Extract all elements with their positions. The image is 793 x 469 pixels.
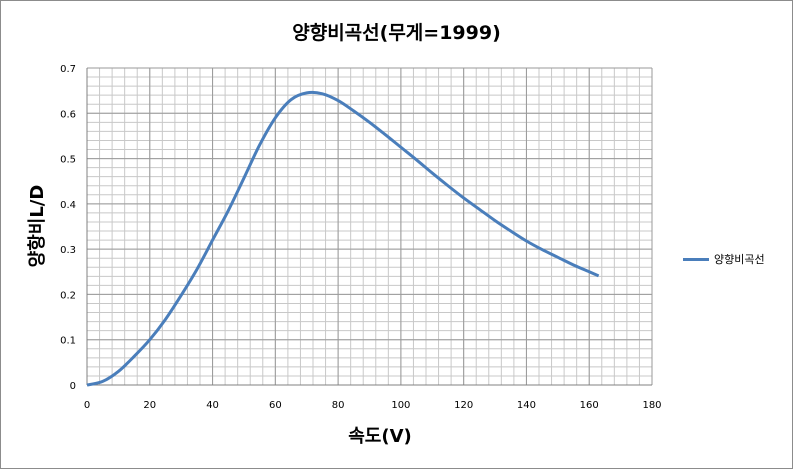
y-tick-label: 0.2 xyxy=(60,290,76,301)
x-tick-label: 0 xyxy=(84,400,90,411)
y-tick-label: 0 xyxy=(70,381,76,392)
x-tick-label: 160 xyxy=(580,400,599,411)
x-tick-label: 80 xyxy=(332,400,345,411)
y-axis-label: 양항비L/D xyxy=(27,184,48,268)
x-tick-label: 120 xyxy=(454,400,473,411)
legend-label: 양향비곡선 xyxy=(714,253,765,266)
x-tick-label: 20 xyxy=(143,400,156,411)
x-tick-label: 60 xyxy=(269,400,282,411)
y-tick-label: 0.6 xyxy=(60,109,76,120)
y-tick-label: 0.7 xyxy=(60,64,76,75)
chart-title: 양향비곡선(무게=1999) xyxy=(292,22,501,44)
x-axis-label: 속도(V) xyxy=(348,426,412,447)
series-line xyxy=(86,90,600,387)
x-tick-label: 140 xyxy=(517,400,536,411)
x-tick-label: 180 xyxy=(642,400,661,411)
y-tick-label: 0.3 xyxy=(60,245,76,256)
y-tick-label: 0.1 xyxy=(60,336,76,347)
legend-swatch xyxy=(683,257,709,261)
legend: 양향비곡선 xyxy=(683,251,765,267)
y-tick-label: 0.5 xyxy=(60,155,76,166)
x-tick-label: 40 xyxy=(206,400,219,411)
x-tick-label: 100 xyxy=(391,400,410,411)
y-tick-label: 0.4 xyxy=(60,200,76,211)
